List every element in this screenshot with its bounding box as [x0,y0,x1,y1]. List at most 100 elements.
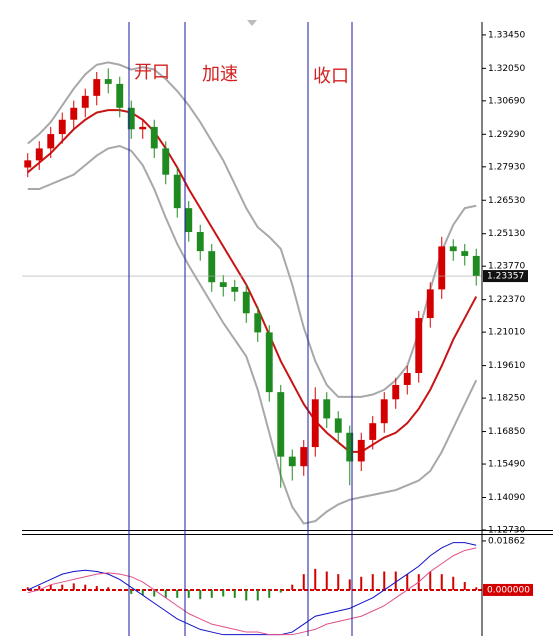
candle-body [150,126,158,149]
histogram-bar [118,589,121,591]
candle-body [116,83,124,108]
candle-body [415,318,423,374]
candle-body [35,148,43,161]
histogram-bar [72,583,75,590]
histogram-bar [210,589,213,598]
price-plot [22,61,482,525]
annotation: 开口 [134,62,170,83]
last-price-label: 1.23357 [487,272,524,282]
candle-body [104,79,112,84]
histogram-bar [95,586,98,590]
y-tick-label: 0.000000 [487,585,530,595]
candle-body [47,134,55,149]
candle-body [254,313,262,333]
histogram-bar [406,574,409,590]
candle-body [311,399,319,448]
y-tick-label: 1.16850 [488,427,525,437]
histogram-bar [429,571,432,590]
histogram-bar [268,589,271,598]
y-tick-label: 1.32050 [488,64,525,74]
candle-body [334,418,342,433]
histogram-bar [107,587,110,590]
histogram-bar [130,589,133,594]
histogram-bar [153,589,156,597]
candle-body [93,79,101,96]
candle-body [357,439,365,462]
candle-body [70,107,78,120]
indicator-line [27,61,477,398]
histogram-bar [141,589,144,596]
histogram-bar [164,589,167,598]
candle-body [392,384,400,400]
histogram-bar [245,589,248,601]
candle-body [219,282,227,287]
candle-body [58,119,66,135]
histogram-bar [199,589,202,600]
indicator-line [27,109,478,453]
candle-body [403,373,411,385]
macd-line [27,542,477,636]
candle-body [461,251,469,256]
histogram-bar [383,571,386,590]
histogram-bar [279,589,282,593]
macd-plot [22,542,482,636]
macd-line [27,547,477,636]
candle-body [380,399,388,424]
y-tick-label: 1.18250 [488,394,525,404]
histogram-bar [337,574,340,590]
histogram-bar [222,589,225,597]
histogram-bar [187,589,190,598]
candle-body [127,107,135,130]
axes: 开口 加速 收口 1.33450 1.32050 1.30690 1.29290 1.2… [22,20,553,636]
candle-body [139,126,147,130]
histogram-bar [49,584,52,590]
marker [247,20,257,26]
candle-body [185,208,193,233]
histogram-bar [302,574,305,590]
y-tick-label: 1.33450 [488,30,525,40]
histogram-bar [371,574,374,590]
candle-body [162,148,170,175]
annotation: 收口 [313,66,349,87]
histogram-bar [452,576,455,590]
candle-body [173,174,181,209]
zero-label-box [483,583,533,596]
candle-body [24,160,32,168]
y-tick-label: 1.29290 [488,130,525,140]
candle-body [277,392,285,457]
candle-body [81,95,89,108]
histogram-bar [38,586,41,590]
candle-body [196,232,204,252]
candle-body [449,246,457,252]
histogram-bar [394,571,397,590]
histogram-bar [475,587,478,590]
candle-body [426,289,434,319]
candle-body [438,246,446,290]
histogram-bar [176,589,179,598]
candle-body [369,423,377,440]
histogram-bar [348,579,351,590]
histogram-bar [325,571,328,590]
candle-body [346,432,354,462]
histogram-bar [256,589,259,601]
candle-body [242,291,250,314]
candle-body [288,456,296,467]
histogram-bar [233,589,236,598]
y-tick-label: 1.27930 [488,162,525,172]
histogram-bar [360,576,363,590]
histogram-bar [463,582,466,590]
histogram-bar [314,568,317,590]
y-tick-label: 1.21010 [488,328,525,338]
candle-body [472,255,480,276]
y-tick-label: 1.26530 [488,196,525,206]
y-tick-label: 1.30690 [488,96,525,106]
candle-body [265,332,273,393]
candle-body [231,286,239,292]
y-tick-label: 1.15490 [488,460,525,470]
histogram-bar [61,584,64,590]
candle-body [208,251,216,283]
y-tick-label: 1.22370 [488,295,525,305]
y-tick-label: 1.19610 [488,361,525,371]
y-tick-label: 1.14090 [488,493,525,503]
candle-body [323,399,331,419]
